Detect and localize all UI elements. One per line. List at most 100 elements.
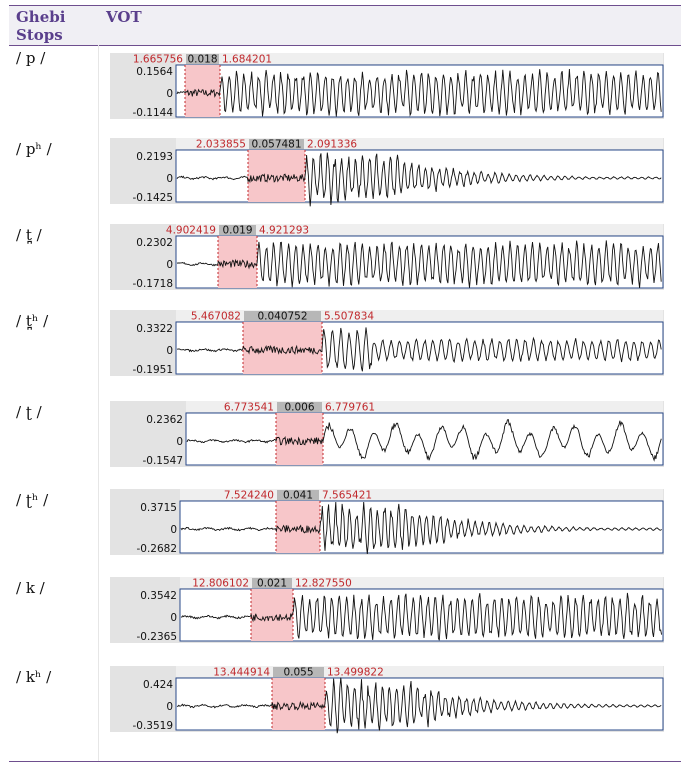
time-strip — [176, 310, 663, 321]
duration-box — [186, 54, 219, 64]
selection-start-time: 6.773541 — [224, 402, 274, 414]
amplitude-min: -0.1425 — [132, 192, 173, 204]
waveform-panel: 4.902419 0.019 4.921293 0.2302 0 -0.1718 — [110, 224, 664, 290]
amplitude-min: -0.1718 — [132, 278, 173, 290]
waveform-panel: 12.806102 0.021 12.827550 0.3542 0 -0.2365 — [110, 577, 664, 643]
vot-duration: 0.019 — [222, 225, 252, 237]
amplitude-min: -0.1951 — [132, 364, 173, 376]
waveform-svg: 1.665756 0.018 1.684201 0.1564 0 -0.1144 — [110, 53, 664, 119]
plot-area — [175, 677, 664, 731]
header-stops-line2: Stops — [16, 26, 63, 44]
amplitude-zero: 0 — [176, 436, 183, 448]
vot-duration: 0.041 — [283, 490, 313, 502]
waveform-svg: 13.444914 0.055 13.499822 0.424 0 -0.3519 — [110, 666, 664, 734]
time-strip — [186, 401, 663, 412]
waveform-svg: 2.033855 0.057481 2.091336 0.2193 0 -0.1425 — [110, 138, 664, 207]
stop-label: / t̪ / — [16, 226, 42, 244]
selection-end-time: 5.507834 — [324, 311, 374, 323]
waveform-trace — [176, 240, 662, 288]
waveform-trace — [176, 68, 662, 117]
selection-start-time: 12.806102 — [192, 578, 249, 590]
vot-duration: 0.018 — [187, 54, 217, 66]
waveform-trace — [176, 152, 662, 207]
selection-end-time: 6.779761 — [325, 402, 375, 414]
waveform-panel: 7.524240 0.041 7.565421 0.3715 0 -0.2682 — [110, 489, 664, 555]
selection-end-time: 13.499822 — [327, 667, 384, 679]
header-stops: Ghebi Stops — [16, 8, 65, 44]
selection-start-time: 7.524240 — [224, 490, 274, 502]
waveform-panel: 6.773541 0.006 6.779761 0.2362 0 -0.1547 — [110, 401, 664, 467]
header-rule — [9, 45, 681, 46]
waveform-trace — [180, 501, 662, 555]
amplitude-max: 0.1564 — [136, 66, 173, 78]
vot-duration: 0.021 — [257, 578, 287, 590]
vot-duration: 0.055 — [283, 667, 313, 679]
waveform-svg: 5.467082 0.040752 5.507834 0.3322 0 -0.1951 — [110, 310, 664, 376]
amplitude-zero: 0 — [170, 524, 177, 536]
waveform-svg: 12.806102 0.021 12.827550 0.3542 0 -0.2365 — [110, 577, 664, 643]
amplitude-min: -0.2365 — [136, 631, 177, 643]
plot-area — [179, 500, 664, 554]
waveform-trace — [186, 419, 662, 462]
selection-end-time: 2.091336 — [307, 139, 357, 151]
amplitude-zero: 0 — [166, 259, 173, 271]
amplitude-zero: 0 — [166, 173, 173, 185]
amplitude-max: 0.2193 — [136, 151, 173, 163]
waveform-trace — [176, 677, 662, 734]
amplitude-zero: 0 — [166, 345, 173, 357]
duration-box — [219, 225, 256, 235]
time-strip — [176, 224, 663, 235]
waveform-panel: 1.665756 0.018 1.684201 0.1564 0 -0.1144 — [110, 53, 664, 119]
waveform-panel: 2.033855 0.057481 2.091336 0.2193 0 -0.1425 — [110, 138, 664, 207]
amplitude-min: -0.3519 — [132, 720, 173, 732]
stop-label: / pʰ / — [16, 140, 52, 158]
amplitude-min: -0.2682 — [136, 543, 177, 555]
stop-label: / kʰ / — [16, 668, 52, 686]
waveform-panel: 5.467082 0.040752 5.507834 0.3322 0 -0.1951 — [110, 310, 664, 376]
duration-box — [249, 139, 304, 149]
waveform-trace — [176, 327, 662, 372]
selection-end-time: 7.565421 — [322, 490, 372, 502]
plot-area — [185, 412, 664, 466]
stop-label: / p / — [16, 49, 46, 67]
selection-start-time: 5.467082 — [191, 311, 241, 323]
time-strip — [180, 577, 663, 588]
vot-duration: 0.006 — [284, 402, 314, 414]
amplitude-min: -0.1547 — [142, 455, 183, 467]
table-top-rule — [9, 5, 681, 6]
amplitude-max: 0.2362 — [146, 414, 183, 426]
duration-box — [273, 667, 324, 677]
time-strip — [176, 666, 663, 677]
duration-box — [252, 578, 292, 588]
duration-box — [244, 311, 321, 321]
duration-box — [277, 402, 322, 412]
time-strip — [176, 138, 663, 149]
waveform-trace — [180, 592, 663, 641]
vot-duration: 0.040752 — [257, 311, 307, 323]
selection-start-time: 1.665756 — [133, 54, 183, 66]
vot-duration: 0.057481 — [251, 139, 301, 151]
stop-label: / ʈ / — [16, 403, 42, 421]
time-strip — [176, 53, 663, 64]
selection-start-time: 13.444914 — [213, 667, 270, 679]
header-vot: VOT — [106, 8, 142, 26]
amplitude-min: -0.1144 — [132, 107, 173, 119]
vot-selection — [272, 678, 325, 730]
amplitude-max: 0.424 — [143, 679, 173, 691]
amplitude-zero: 0 — [166, 701, 173, 713]
stop-label: / t̪ʰ / — [16, 312, 49, 330]
amplitude-max: 0.2302 — [136, 237, 173, 249]
amplitude-max: 0.3542 — [140, 590, 177, 602]
duration-box — [277, 490, 319, 500]
column-divider — [98, 45, 99, 761]
amplitude-zero: 0 — [170, 612, 177, 624]
header-stops-line1: Ghebi — [16, 8, 66, 26]
selection-start-time: 2.033855 — [196, 139, 246, 151]
amplitude-zero: 0 — [166, 88, 173, 100]
time-strip — [180, 489, 663, 500]
stop-label: / ʈʰ / — [16, 491, 49, 509]
selection-end-time: 4.921293 — [259, 225, 309, 237]
amplitude-max: 0.3322 — [136, 323, 173, 335]
table-header — [9, 6, 681, 45]
waveform-svg: 4.902419 0.019 4.921293 0.2302 0 -0.1718 — [110, 224, 664, 290]
